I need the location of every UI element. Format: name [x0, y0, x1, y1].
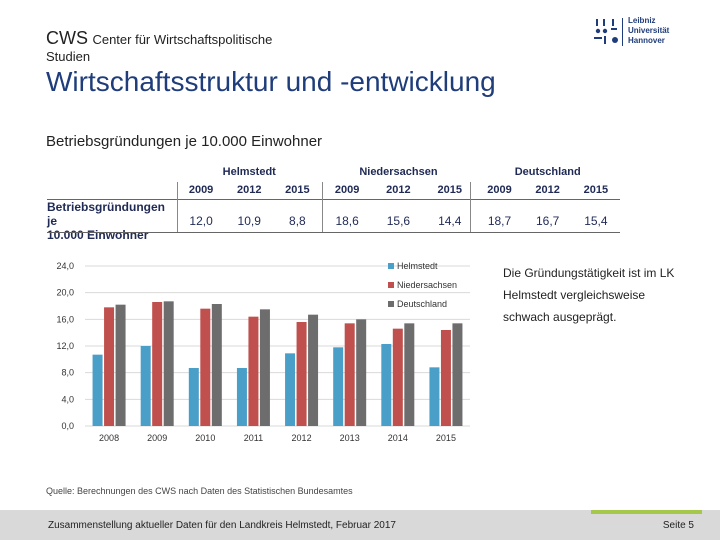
bar-deutschland	[163, 301, 174, 426]
chart-note: Die Gründungstätigkeit ist im LK Helmste…	[503, 266, 675, 324]
bar-deutschland	[115, 304, 126, 426]
table-group-header: Helmstedt Niedersachsen Deutschland	[47, 163, 620, 181]
y-tick-label: 0,0	[61, 421, 74, 431]
bar-helmstedt	[92, 354, 103, 426]
group-helmstedt: Helmstedt	[222, 166, 276, 178]
year-cell: 2012	[372, 181, 425, 200]
x-tick-label: 2012	[292, 433, 312, 443]
value-cell: 15,6	[386, 214, 411, 228]
legend-swatch	[388, 282, 394, 288]
value-cell: 12,0	[189, 214, 213, 228]
legend-label: Deutschland	[397, 299, 447, 309]
bar-deutschland	[259, 309, 270, 426]
footer-text: Zusammenstellung aktueller Daten für den…	[48, 520, 396, 531]
center-name-continued: Studien	[46, 49, 91, 64]
table-row: Betriebsgründungen je 10.000 Einwohner 1…	[47, 200, 620, 242]
page-title: Wirtschaftsstruktur und -entwicklung	[46, 66, 496, 97]
y-tick-label: 12,0	[56, 341, 74, 351]
header-title: CWS Center für Wirtschaftspolitische	[46, 28, 272, 49]
value-cell: 18,7	[487, 214, 512, 228]
leibniz-logo-icon	[594, 18, 623, 46]
bar-niedersachsen	[104, 307, 115, 426]
bar-niedersachsen	[152, 302, 163, 426]
y-tick-label: 16,0	[56, 314, 74, 324]
table-bottom-rule	[47, 232, 620, 233]
year-cell: 2009	[177, 181, 226, 200]
logo-line: Universität	[628, 26, 670, 35]
x-tick-label: 2015	[436, 433, 456, 443]
legend-label: Niedersachsen	[397, 280, 457, 290]
bar-helmstedt	[285, 353, 296, 426]
value-cell: 18,6	[335, 214, 359, 228]
founding-rate-table: Helmstedt Niedersachsen Deutschland 2009…	[47, 163, 620, 242]
bar-niedersachsen	[200, 308, 211, 426]
bar-deutschland	[308, 314, 319, 426]
value-cell: 15,4	[584, 214, 608, 228]
bar-niedersachsen	[248, 316, 259, 426]
table-divider	[470, 182, 471, 232]
legend-label: Helmstedt	[397, 261, 438, 271]
footer-bar	[0, 510, 720, 540]
y-tick-label: 4,0	[61, 394, 74, 404]
bar-deutschland	[356, 319, 367, 426]
year-cell: 2012	[225, 181, 274, 200]
group-deutschland: Deutschland	[514, 166, 581, 178]
logo-line: Leibniz	[628, 16, 656, 25]
x-tick-label: 2011	[244, 433, 263, 443]
center-name: Center für Wirtschaftspolitische	[92, 32, 273, 47]
bar-helmstedt	[381, 344, 392, 426]
row-label: Betriebsgründungen je 10.000 Einwohner	[47, 200, 177, 242]
cws-abbreviation: CWS	[46, 28, 88, 48]
bar-niedersachsen	[440, 330, 451, 426]
bar-helmstedt	[236, 368, 247, 426]
logo-text: Leibniz Universität Hannover	[628, 16, 669, 46]
table-divider	[177, 182, 178, 232]
year-cell: 2012	[523, 181, 572, 200]
section-subtitle: Betriebsgründungen je 10.000 Einwohner	[46, 133, 323, 150]
logo-line: Hannover	[628, 36, 665, 45]
value-cell: 16,7	[535, 214, 560, 228]
founding-rate-chart: 0,0 4,0 8,0 12,0 16,0 20,0 24,0 2008 2009 2010 201…	[56, 261, 470, 443]
y-tick-label: 24,0	[56, 261, 74, 271]
table-year-header: 2009 2012 2015 2009 2012 2015 2009 2012 …	[47, 181, 620, 200]
x-tick-label: 2010	[195, 433, 215, 443]
year-cell: 2015	[424, 181, 476, 200]
bar-niedersachsen	[296, 322, 307, 426]
legend-swatch	[388, 301, 394, 307]
row-label-line: Betriebsgründungen je	[47, 200, 166, 228]
year-cell: 2015	[571, 181, 620, 200]
bar-helmstedt	[140, 346, 151, 426]
x-tick-label: 2013	[340, 433, 360, 443]
y-tick-label: 20,0	[56, 288, 74, 298]
y-tick-label: 8,0	[61, 368, 74, 378]
group-niedersachsen: Niedersachsen	[359, 166, 438, 178]
row-label-line: 10.000 Einwohner	[47, 228, 149, 242]
value-cell: 14,4	[438, 214, 462, 228]
source-note: Quelle: Berechnungen des CWS nach Daten …	[46, 486, 353, 496]
bar-deutschland	[452, 323, 463, 426]
bar-helmstedt	[429, 367, 440, 426]
bar-deutschland	[404, 323, 415, 426]
value-cell: 10,9	[237, 214, 261, 228]
year-cell: 2009	[321, 181, 373, 200]
bar-deutschland	[211, 304, 222, 426]
year-cell: 2009	[475, 181, 524, 200]
value-cell: 8,8	[289, 214, 306, 228]
bar-helmstedt	[188, 368, 199, 426]
x-tick-label: 2014	[388, 433, 408, 443]
page-number: Seite 5	[662, 520, 694, 531]
x-tick-label: 2008	[99, 433, 119, 443]
x-tick-label: 2009	[147, 433, 167, 443]
bar-helmstedt	[333, 347, 344, 426]
bar-niedersachsen	[344, 323, 355, 426]
bar-niedersachsen	[392, 328, 403, 426]
legend-swatch	[388, 263, 394, 269]
year-cell: 2015	[273, 181, 322, 200]
table-divider	[322, 182, 323, 232]
footer-accent	[591, 510, 702, 514]
university-logo: Leibniz Universität Hannover	[592, 16, 684, 52]
